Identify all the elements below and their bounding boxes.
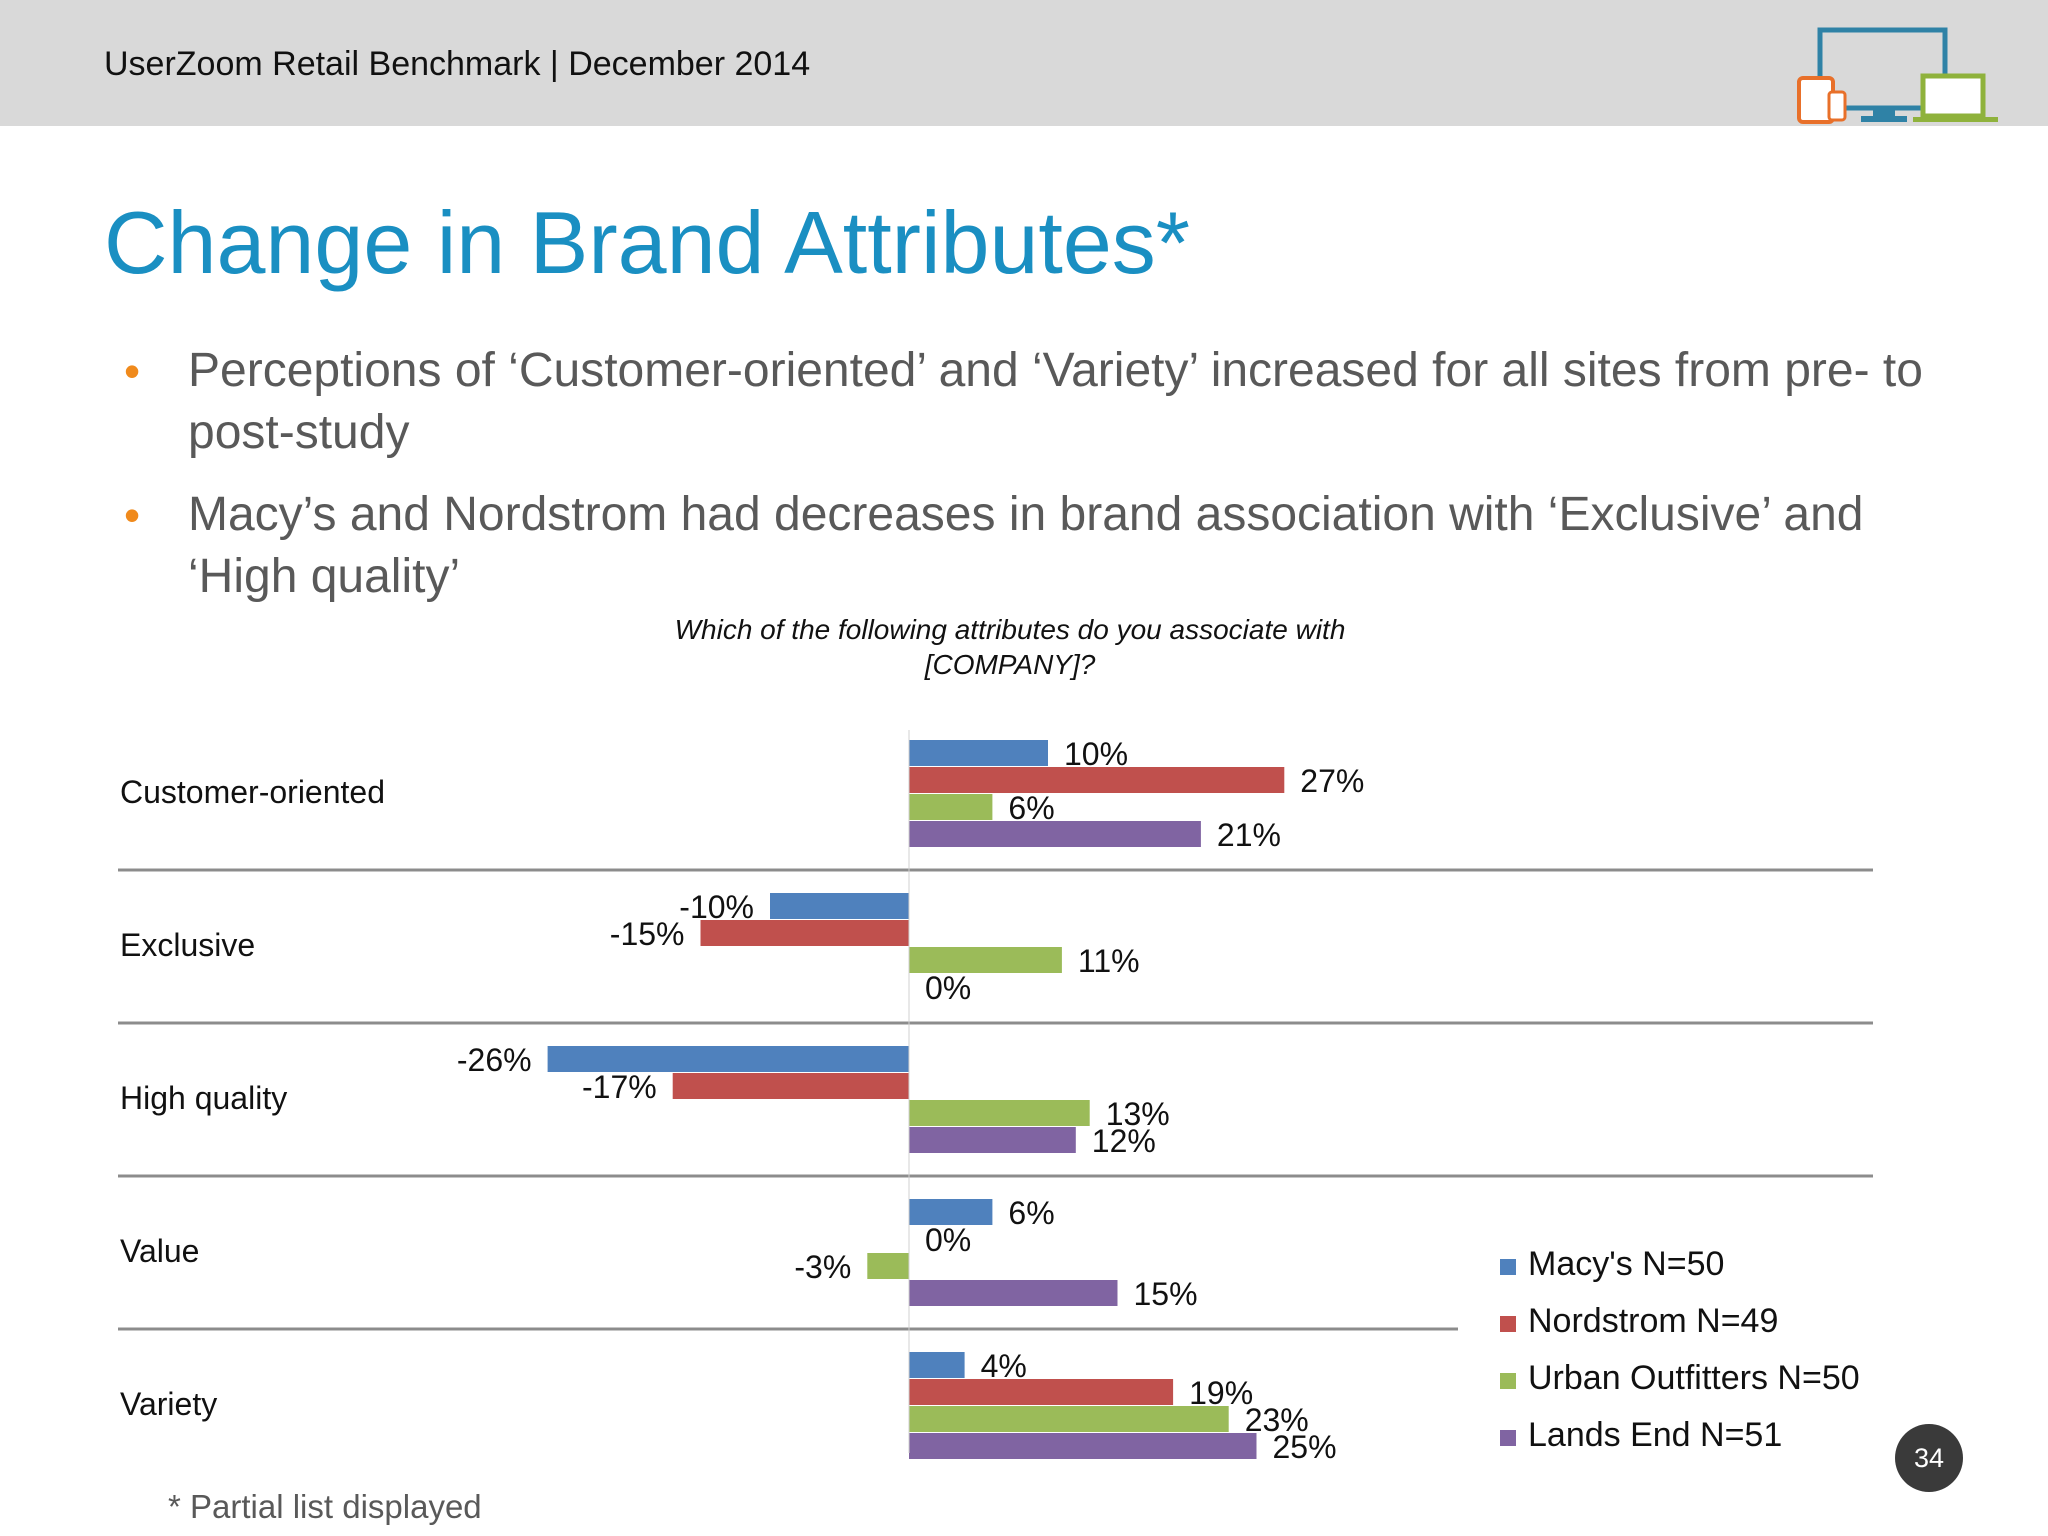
bar-chart: Customer-oriented 10% 27% 6% 21% Exclusive -10… [100, 700, 1960, 1460]
bar-urban-outfitters-n-50-customer-oriented [909, 794, 993, 820]
data-label-lands-end-n-51-customer-oriented: 21% [1217, 817, 1281, 853]
category-label-exclusive: Exclusive [120, 927, 255, 963]
bar-urban-outfitters-n-50-exclusive [909, 947, 1062, 973]
data-label-macy-s-n-50-value: 6% [1008, 1195, 1054, 1231]
legend-label: Nordstrom N=49 [1528, 1302, 1779, 1340]
chart-title: Which of the following attributes do you… [674, 614, 1346, 680]
bar-urban-outfitters-n-50-value [867, 1253, 909, 1279]
legend-item-urban-outfitters: Urban Outfitters N=50 [1500, 1359, 1860, 1416]
data-label-nordstrom-n-49-variety: 19% [1189, 1375, 1253, 1411]
bullet-text: Perceptions of ‘Customer-oriented’ and ‘… [188, 344, 1923, 459]
data-label-urban-outfitters-n-50-customer-oriented: 6% [1008, 790, 1054, 826]
legend-swatch [1500, 1430, 1516, 1446]
category-label-value: Value [120, 1233, 199, 1269]
bar-lands-end-n-51-variety [909, 1433, 1257, 1459]
bullet-text: Macy’s and Nordstrom had decreases in br… [188, 488, 1864, 603]
bar-macy-s-n-50-high-quality [547, 1046, 909, 1072]
page-number: 34 [1895, 1424, 1963, 1492]
data-label-nordstrom-n-49-value: 0% [925, 1222, 971, 1258]
data-label-macy-s-n-50-high-quality: -26% [457, 1042, 532, 1078]
bar-urban-outfitters-n-50-variety [909, 1406, 1229, 1432]
data-label-lands-end-n-51-value: 15% [1134, 1276, 1198, 1312]
legend-label: Urban Outfitters N=50 [1528, 1359, 1860, 1397]
bar-lands-end-n-51-high-quality [909, 1127, 1076, 1153]
legend-item-nordstrom: Nordstrom N=49 [1500, 1302, 1860, 1359]
data-label-macy-s-n-50-variety: 4% [981, 1348, 1027, 1384]
bar-nordstrom-n-49-customer-oriented [909, 767, 1285, 793]
data-label-urban-outfitters-n-50-value: -3% [794, 1249, 851, 1285]
category-label-customer-oriented: Customer-oriented [120, 774, 385, 810]
bullet-dot-icon: • [124, 489, 141, 541]
bullet-item: • Macy’s and Nordstrom had decreases in … [124, 484, 1984, 608]
data-label-urban-outfitters-n-50-exclusive: 11% [1078, 943, 1140, 979]
bar-nordstrom-n-49-exclusive [700, 920, 909, 946]
category-label-variety: Variety [120, 1386, 217, 1422]
data-label-nordstrom-n-49-high-quality: -17% [582, 1069, 657, 1105]
data-label-nordstrom-n-49-exclusive: -15% [610, 916, 685, 952]
bar-macy-s-n-50-value [909, 1199, 993, 1225]
bullet-item: • Perceptions of ‘Customer-oriented’ and… [124, 340, 1984, 464]
data-label-macy-s-n-50-exclusive: -10% [679, 889, 754, 925]
data-label-urban-outfitters-n-50-high-quality: 13% [1106, 1096, 1170, 1132]
bar-macy-s-n-50-variety [909, 1352, 965, 1378]
data-label-macy-s-n-50-customer-oriented: 10% [1064, 736, 1128, 772]
chart-legend: Macy's N=50 Nordstrom N=49 Urban Outfitt… [1500, 1245, 1860, 1473]
bar-urban-outfitters-n-50-high-quality [909, 1100, 1090, 1126]
bar-lands-end-n-51-value [909, 1280, 1118, 1306]
data-label-nordstrom-n-49-customer-oriented: 27% [1300, 763, 1364, 799]
header-text: UserZoom Retail Benchmark | December 201… [104, 45, 811, 83]
legend-item-macys: Macy's N=50 [1500, 1245, 1860, 1302]
legend-swatch [1500, 1259, 1516, 1275]
category-label-high-quality: High quality [120, 1080, 287, 1116]
data-label-lands-end-n-51-high-quality: 12% [1092, 1123, 1156, 1159]
bar-nordstrom-n-49-variety [909, 1379, 1174, 1405]
bullet-dot-icon: • [124, 345, 141, 397]
bar-lands-end-n-51-customer-oriented [909, 821, 1201, 847]
data-label-lands-end-n-51-exclusive: 0% [925, 970, 971, 1006]
header-bar [0, 0, 2048, 126]
legend-item-lands-end: Lands End N=51 [1500, 1416, 1860, 1473]
legend-label: Macy's N=50 [1528, 1245, 1725, 1283]
footnote: * Partial list displayed [168, 1488, 482, 1525]
legend-label: Lands End N=51 [1528, 1416, 1783, 1454]
bullet-list: • Perceptions of ‘Customer-oriented’ and… [124, 340, 1984, 628]
chart-svg: Customer-oriented 10% 27% 6% 21% Exclusive -10… [118, 730, 1873, 1460]
data-label-urban-outfitters-n-50-variety: 23% [1245, 1402, 1309, 1438]
bar-macy-s-n-50-exclusive [770, 893, 909, 919]
legend-swatch [1500, 1316, 1516, 1332]
data-label-lands-end-n-51-variety: 25% [1273, 1429, 1337, 1460]
legend-swatch [1500, 1373, 1516, 1389]
bar-macy-s-n-50-customer-oriented [909, 740, 1048, 766]
slide-title: Change in Brand Attributes* [104, 193, 1191, 292]
devices-icon [1797, 27, 1998, 124]
bar-nordstrom-n-49-high-quality [672, 1073, 909, 1099]
